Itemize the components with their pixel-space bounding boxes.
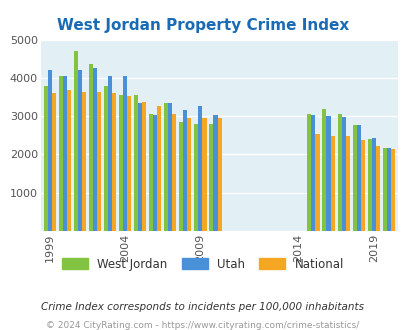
Bar — [89, 64, 93, 231]
Bar — [119, 95, 123, 231]
Bar — [345, 136, 349, 231]
Bar — [341, 117, 345, 231]
Bar — [138, 103, 142, 231]
Bar — [375, 146, 379, 231]
Bar — [209, 124, 213, 231]
Bar — [153, 115, 157, 231]
Bar — [315, 134, 319, 231]
Bar — [74, 51, 78, 231]
Bar — [337, 114, 341, 231]
Bar — [149, 114, 153, 231]
Bar — [47, 70, 51, 231]
Bar — [213, 115, 217, 231]
Bar — [168, 103, 172, 231]
Bar — [386, 148, 390, 231]
Bar — [104, 85, 108, 231]
Bar — [356, 125, 360, 231]
Bar — [66, 90, 70, 231]
Bar — [198, 106, 202, 231]
Bar — [390, 149, 394, 231]
Bar — [112, 93, 116, 231]
Bar — [93, 68, 97, 231]
Bar — [134, 95, 138, 231]
Bar — [157, 106, 161, 231]
Bar — [217, 118, 221, 231]
Bar — [382, 148, 386, 231]
Bar — [194, 124, 198, 231]
Legend: West Jordan, Utah, National: West Jordan, Utah, National — [60, 255, 345, 273]
Bar — [108, 76, 112, 231]
Bar — [307, 114, 311, 231]
Bar — [371, 138, 375, 231]
Bar — [43, 85, 47, 231]
Text: © 2024 CityRating.com - https://www.cityrating.com/crime-statistics/: © 2024 CityRating.com - https://www.city… — [46, 321, 359, 330]
Bar — [179, 122, 183, 231]
Bar — [183, 110, 187, 231]
Bar — [78, 70, 82, 231]
Bar — [187, 118, 191, 231]
Bar — [51, 93, 55, 231]
Bar — [360, 140, 364, 231]
Bar — [82, 92, 86, 231]
Bar — [164, 103, 168, 231]
Text: West Jordan Property Crime Index: West Jordan Property Crime Index — [57, 18, 348, 33]
Bar — [142, 102, 146, 231]
Bar — [62, 76, 66, 231]
Bar — [97, 92, 101, 231]
Bar — [330, 136, 334, 231]
Bar — [202, 118, 206, 231]
Bar — [58, 76, 62, 231]
Text: Crime Index corresponds to incidents per 100,000 inhabitants: Crime Index corresponds to incidents per… — [41, 302, 364, 312]
Bar — [352, 125, 356, 231]
Bar — [367, 139, 371, 231]
Bar — [322, 109, 326, 231]
Bar — [172, 114, 176, 231]
Bar — [123, 76, 127, 231]
Bar — [127, 96, 131, 231]
Bar — [326, 116, 330, 231]
Bar — [311, 115, 315, 231]
